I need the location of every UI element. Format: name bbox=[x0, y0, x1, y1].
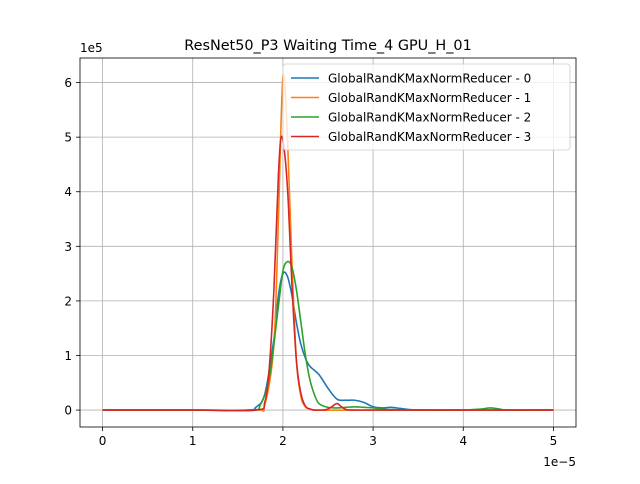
legend-box bbox=[282, 63, 571, 151]
y-tick-label: 3 bbox=[64, 240, 72, 254]
plot-area-frame bbox=[79, 57, 577, 428]
y-tick-label: 4 bbox=[64, 185, 72, 199]
x-tick-label: 0 bbox=[99, 434, 107, 448]
legend-label: GlobalRandKMaxNormReducer - 2 bbox=[328, 111, 531, 125]
y-offset-label: 1e5 bbox=[80, 41, 103, 55]
legend: GlobalRandKMaxNormReducer - 0 GlobalRandK… bbox=[282, 63, 571, 151]
y-tick-label: 5 bbox=[64, 131, 72, 145]
x-tick-label: 3 bbox=[369, 434, 377, 448]
axes: 0 1 2 3 4 5 0 1 2 3 4 5 6 bbox=[64, 57, 577, 448]
series-lines bbox=[102, 73, 554, 412]
y-tick-label: 0 bbox=[64, 404, 72, 418]
series-line-3 bbox=[102, 135, 554, 412]
x-tick-label: 4 bbox=[459, 434, 467, 448]
x-tick-label: 1 bbox=[189, 434, 197, 448]
y-tick-label: 2 bbox=[64, 294, 72, 308]
chart-title: ResNet50_P3 Waiting Time_4 GPU_H_01 bbox=[184, 38, 472, 54]
x-tick-label: 2 bbox=[279, 434, 287, 448]
legend-label: GlobalRandKMaxNormReducer - 0 bbox=[328, 72, 531, 86]
legend-label: GlobalRandKMaxNormReducer - 1 bbox=[328, 91, 531, 105]
y-tick-label: 6 bbox=[64, 76, 72, 90]
y-tick-label: 1 bbox=[64, 349, 72, 363]
legend-label: GlobalRandKMaxNormReducer - 3 bbox=[328, 130, 531, 144]
x-offset-label: 1e−5 bbox=[543, 455, 576, 469]
x-tick-label: 5 bbox=[550, 434, 558, 448]
